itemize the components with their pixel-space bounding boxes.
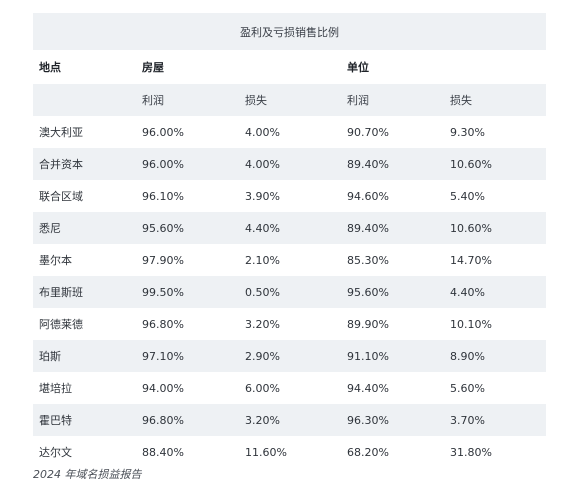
cell-location: 墨尔本 [39, 254, 72, 267]
cell-house-loss: 4.00% [239, 148, 341, 180]
cell-house-loss: 3.20% [245, 317, 280, 331]
cell-house-profit: 94.00% [142, 381, 184, 395]
table-row: 布里斯班 99.50% 0.50% 95.60% 4.40% [33, 276, 547, 308]
cell-unit-profit: 89.40% [341, 148, 444, 180]
table-row: 达尔文 88.40% 11.60% 68.20% 31.80% [33, 436, 546, 468]
cell-house-profit: 96.80% [136, 404, 239, 436]
cell-house-loss: 4.00% [245, 125, 280, 139]
cell-house-profit: 99.50% [136, 276, 239, 308]
header-empty-cell [33, 84, 136, 116]
table-row: 堪培拉 94.00% 6.00% 94.40% 5.60% [33, 372, 546, 404]
table-row: 合并资本 96.00% 4.00% 89.40% 10.60% [33, 148, 547, 180]
cell-location: 霍巴特 [33, 404, 136, 436]
table-caption: 盈利及亏损销售比例 [33, 13, 547, 50]
cell-unit-loss: 8.90% [444, 340, 547, 372]
cell-house-loss: 3.90% [245, 189, 280, 203]
cell-house-profit: 88.40% [142, 445, 184, 459]
table-row: 霍巴特 96.80% 3.20% 96.30% 3.70% [33, 404, 547, 436]
cell-unit-loss: 9.30% [450, 125, 485, 139]
header-group-units: 单位 [347, 61, 369, 74]
cell-unit-profit: 91.10% [341, 340, 444, 372]
cell-house-loss: 6.00% [245, 381, 280, 395]
table-group-header-row: 地点 房屋 单位 [33, 50, 546, 84]
cell-house-profit: 96.00% [136, 148, 239, 180]
header-location: 地点 [39, 61, 61, 74]
cell-unit-profit: 95.60% [341, 276, 444, 308]
table-row: 阿德莱德 96.80% 3.20% 89.90% 10.10% [33, 308, 546, 340]
header-house-loss: 损失 [239, 84, 341, 116]
cell-location: 达尔文 [39, 446, 72, 459]
cell-unit-loss: 31.80% [450, 445, 492, 459]
cell-unit-profit: 89.90% [347, 317, 389, 331]
cell-location: 联合区域 [39, 190, 83, 203]
cell-unit-profit: 85.30% [347, 253, 389, 267]
header-house-profit: 利润 [136, 84, 239, 116]
cell-unit-profit: 94.40% [347, 381, 389, 395]
cell-unit-loss: 4.40% [444, 276, 547, 308]
cell-house-profit: 96.00% [142, 125, 184, 139]
report-footnote: 2024 年域名损益报告 [33, 468, 142, 481]
cell-location: 澳大利亚 [39, 126, 83, 139]
cell-unit-loss: 3.70% [444, 404, 547, 436]
cell-house-loss: 4.40% [239, 212, 341, 244]
cell-unit-profit: 94.60% [347, 189, 389, 203]
table-row: 悉尼 95.60% 4.40% 89.40% 10.60% [33, 212, 547, 244]
header-group-houses: 房屋 [142, 61, 164, 74]
header-unit-profit: 利润 [341, 84, 444, 116]
cell-location: 阿德莱德 [39, 318, 83, 331]
cell-house-profit: 97.90% [142, 253, 184, 267]
cell-unit-profit: 96.30% [341, 404, 444, 436]
cell-unit-profit: 68.20% [347, 445, 389, 459]
cell-house-profit: 96.80% [142, 317, 184, 331]
cell-location: 布里斯班 [33, 276, 136, 308]
cell-unit-loss: 5.60% [450, 381, 485, 395]
cell-unit-loss: 10.10% [450, 317, 492, 331]
table-body: 澳大利亚 96.00% 4.00% 90.70% 9.30% 合并资本 96.00% 4.00… [33, 116, 547, 468]
cell-house-profit: 96.10% [142, 189, 184, 203]
cell-unit-loss: 14.70% [450, 253, 492, 267]
table-subheader-row: 利润 损失 利润 损失 [33, 84, 547, 116]
cell-house-loss: 11.60% [245, 445, 287, 459]
cell-unit-loss: 10.60% [444, 148, 547, 180]
cell-house-loss: 2.10% [245, 253, 280, 267]
cell-location: 珀斯 [33, 340, 136, 372]
cell-unit-profit: 90.70% [347, 125, 389, 139]
table-row: 联合区域 96.10% 3.90% 94.60% 5.40% [33, 180, 546, 212]
cell-house-loss: 0.50% [239, 276, 341, 308]
profit-loss-table: 盈利及亏损销售比例 地点 房屋 单位 利润 损失 利润 损失 澳大利亚 96.00… [33, 13, 547, 468]
cell-location: 合并资本 [33, 148, 136, 180]
table-caption-row: 盈利及亏损销售比例 [33, 13, 547, 50]
cell-house-loss: 3.20% [239, 404, 341, 436]
cell-unit-loss: 5.40% [450, 189, 485, 203]
table-row: 墨尔本 97.90% 2.10% 85.30% 14.70% [33, 244, 546, 276]
header-unit-loss: 损失 [444, 84, 547, 116]
cell-location: 堪培拉 [39, 382, 72, 395]
cell-house-profit: 95.60% [136, 212, 239, 244]
cell-unit-profit: 89.40% [341, 212, 444, 244]
profit-loss-table-container: 盈利及亏损销售比例 地点 房屋 单位 利润 损失 利润 损失 澳大利亚 96.00… [33, 13, 547, 468]
cell-house-profit: 97.10% [136, 340, 239, 372]
cell-house-loss: 2.90% [239, 340, 341, 372]
cell-location: 悉尼 [33, 212, 136, 244]
table-row: 珀斯 97.10% 2.90% 91.10% 8.90% [33, 340, 547, 372]
table-row: 澳大利亚 96.00% 4.00% 90.70% 9.30% [33, 116, 546, 148]
cell-unit-loss: 10.60% [444, 212, 547, 244]
